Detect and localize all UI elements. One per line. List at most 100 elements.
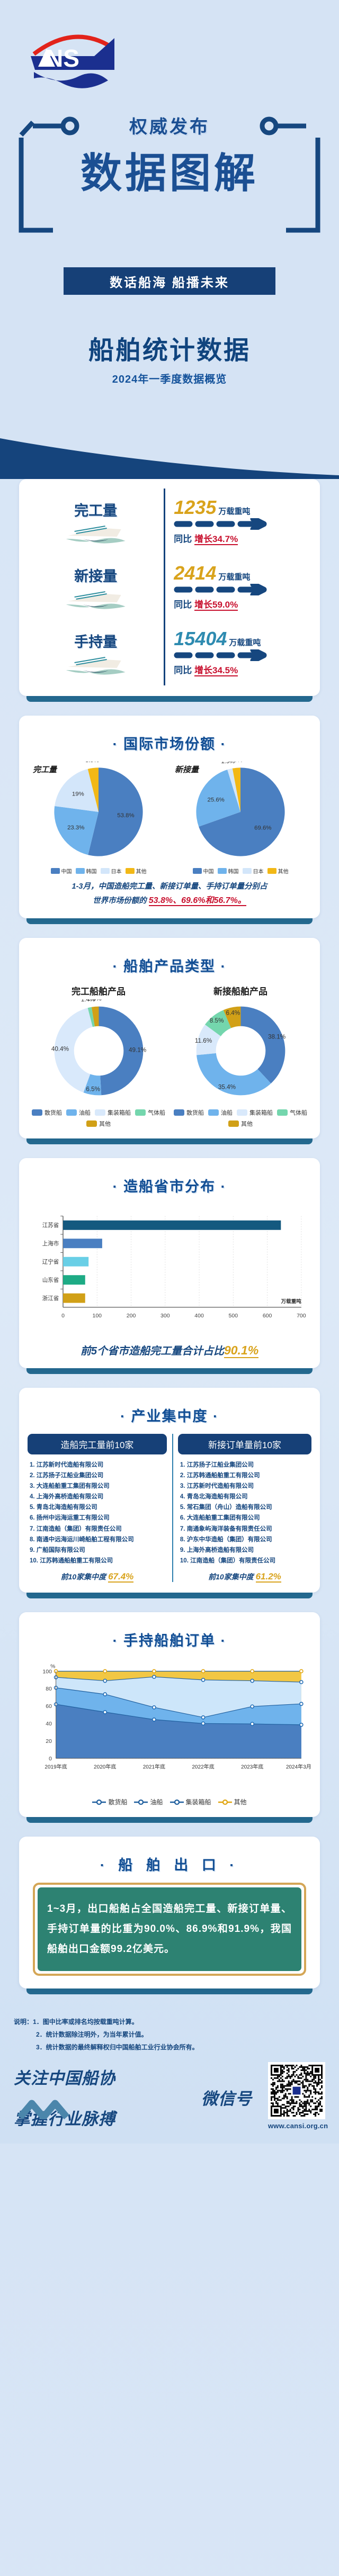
concentration-section: · 产业集中度 · 造船完工量前10家 江苏新时代造船有限公司 江苏扬子江船业集团… bbox=[0, 1387, 339, 1599]
svg-text:2.9%: 2.9% bbox=[229, 762, 243, 763]
donut-chart-completed: 完工船舶产品 49.1%6.5%40.4%1.4%2.6% 散货船油船集装箱船气… bbox=[28, 984, 170, 1128]
pie-title: 新接量 bbox=[175, 765, 199, 774]
company-list-item: 江苏新时代造船有限公司 bbox=[186, 1483, 254, 1490]
donut-chart-new: 新接船舶产品 38.1% 35.4% 11.6% 8.5% 6.4% 散货船 油船 集装箱船… bbox=[170, 984, 311, 1128]
card-footer-bar bbox=[26, 918, 313, 924]
footer-notes: 说明：1．图中比率或排名均按载重吨计算。 2．统计数据除注明外，为当年累计值。 … bbox=[0, 2008, 339, 2054]
metric-unit: 万载重吨 bbox=[229, 638, 261, 647]
section-title: · 国际市场份额 · bbox=[112, 736, 227, 752]
export-callout: 1~3月，出口船舶占全国造船完工量、新接订单量、手持订单量的比重为90.0%、8… bbox=[33, 1883, 306, 1976]
legend-label: 集装箱船 bbox=[185, 1798, 211, 1806]
legend-swatch bbox=[125, 868, 135, 874]
market-share-note: 1-3月，中国造船完工量、新接订单量、手持订单量分别占 世界市场份额的 53.8… bbox=[72, 882, 267, 906]
legend-label: 中国 bbox=[61, 869, 72, 875]
legend-swatch bbox=[32, 1109, 42, 1116]
legend-swatch bbox=[50, 868, 60, 874]
legend-label: 其他 bbox=[99, 1120, 111, 1127]
svg-text:3.9%: 3.9% bbox=[85, 762, 99, 764]
legend-label: 散货船 bbox=[186, 1109, 204, 1116]
company-list-item: 南通中远海运川崎船舶工程有限公司 bbox=[36, 1536, 134, 1543]
legend-swatch bbox=[237, 1109, 247, 1116]
metric-value-block-2: 15404 万载重吨 同比 增长34.5% bbox=[174, 620, 311, 685]
legend-swatch bbox=[95, 1109, 105, 1116]
svg-text:20: 20 bbox=[46, 1738, 52, 1745]
legend-marker-icon bbox=[134, 1799, 148, 1805]
hero-date-line: 2024年一季度数据概览 bbox=[112, 374, 227, 385]
qr-code-svg bbox=[271, 2065, 323, 2117]
svg-text:80: 80 bbox=[46, 1686, 52, 1692]
export-section: · 船 舶 出 口 · 1~3月，出口船舶占全国造船完工量、新接订单量、手持订单… bbox=[0, 1837, 339, 1995]
legend-marker-icon bbox=[170, 1799, 184, 1805]
metric-illustration-1: 新接量 bbox=[28, 554, 164, 620]
legend-item: 集装箱船 bbox=[170, 1797, 211, 1806]
company-list-item: 大连船舶重工集团有限公司 bbox=[186, 1515, 260, 1522]
infographic-page: NS 权威发布 数据图解 数话船海 船播未来 船舶统计数据 2024年一季度数据… bbox=[0, 0, 339, 2144]
svg-text:100: 100 bbox=[42, 1668, 52, 1675]
province-section: · 造船省市分布 · 0 100 200 300 400 500 600 700 江苏省 上海市辽… bbox=[0, 1158, 339, 1374]
right-concentration-total: 前10家集中度 61.2% bbox=[208, 1571, 281, 1583]
svg-text:0: 0 bbox=[49, 1756, 52, 1762]
svg-text:2020年底: 2020年底 bbox=[94, 1763, 116, 1770]
card-footer-bar bbox=[26, 1138, 313, 1144]
metric-value-block-0: 1235 万载重吨 同比 增长34.7% bbox=[174, 489, 311, 554]
bar-chart-svg: 0 100 200 300 400 500 600 700 江苏省上海市辽宁省山东省浙江省万载重… bbox=[42, 1215, 306, 1319]
card-footer-bar bbox=[26, 1817, 313, 1823]
legend-item: 中国 bbox=[50, 867, 72, 875]
legend-label: 中国 bbox=[203, 869, 214, 875]
arrow-right-icon bbox=[174, 518, 267, 530]
svg-text:500: 500 bbox=[229, 1313, 238, 1319]
legend-swatch bbox=[135, 1109, 146, 1116]
metric-yoy: 同比 增长59.0% bbox=[174, 600, 238, 611]
metric-unit: 万载重吨 bbox=[218, 573, 251, 582]
product-type-section: · 船舶产品类型 · 完工船舶产品 49.1%6.5%40.4%1.4%2.6%… bbox=[0, 937, 339, 1144]
company-list-item: 江南造船（集团）有限责任公司 bbox=[190, 1557, 276, 1564]
metric-value: 15404 bbox=[174, 628, 227, 649]
neworder-top10-list: 江苏扬子江船业集团公司 江苏韩通船舶重工有限公司 江苏新时代造船有限公司 青岛北海造船… bbox=[178, 1460, 311, 1566]
metric-value: 1235 bbox=[174, 496, 217, 518]
website-url[interactable]: www.cansi.org.cn bbox=[268, 2122, 328, 2130]
donut-legend: 散货船 油船 集装箱船 气体船 其他 bbox=[170, 1108, 311, 1128]
legend-item: 其他 bbox=[218, 1797, 247, 1806]
hero-kicker: 权威发布 bbox=[129, 117, 210, 137]
arrow-right-icon bbox=[174, 584, 267, 595]
decorative-bracket bbox=[19, 116, 320, 233]
legend-item: 气体船 bbox=[277, 1108, 307, 1117]
company-list-item: 沪东中华造船（集团）有限公司 bbox=[186, 1536, 272, 1543]
legend-swatch bbox=[66, 1109, 77, 1116]
arrow-right-icon bbox=[174, 649, 267, 661]
svg-text:上海市: 上海市 bbox=[42, 1240, 59, 1247]
export-text: 1~3月，出口船舶占全国造船完工量、新接订单量、手持订单量的比重为90.0%、8… bbox=[38, 1887, 301, 1972]
legend-label: 韩国 bbox=[86, 869, 97, 875]
donut-title: 新接船舶产品 bbox=[213, 986, 267, 997]
section-title: · 船 舶 出 口 · bbox=[100, 1857, 239, 1874]
donut-legend: 散货船 油船 集装箱船 气体船 其他 bbox=[28, 1108, 170, 1128]
svg-text:11.6%: 11.6% bbox=[194, 1037, 211, 1044]
svg-text:600: 600 bbox=[263, 1313, 272, 1319]
market-share-section: · 国际市场份额 · 完工量 53.8% 23.3% 19% 3.9% 中国 韩国 日本 其… bbox=[0, 716, 339, 924]
svg-text:2024年3月底: 2024年3月底 bbox=[286, 1763, 311, 1770]
svg-text:江苏省: 江苏省 bbox=[42, 1222, 59, 1228]
hero-ribbon: 数话船海 船播未来 bbox=[64, 267, 275, 295]
legend-item: 集装箱船 bbox=[95, 1108, 131, 1117]
qr-code-block[interactable]: www.cansi.org.cn bbox=[268, 2062, 328, 2130]
qr-code-image bbox=[268, 2062, 325, 2120]
svg-text:万载重吨: 万载重吨 bbox=[281, 1298, 302, 1305]
company-list-item: 江苏扬子江船业集团公司 bbox=[186, 1461, 254, 1468]
legend-label: 其他 bbox=[241, 1120, 253, 1127]
svg-text:53.8%: 53.8% bbox=[117, 812, 134, 819]
svg-text:400: 400 bbox=[194, 1313, 204, 1319]
legend-item: 其他 bbox=[228, 1119, 253, 1128]
legend-swatch bbox=[267, 868, 276, 874]
ship-icon bbox=[66, 591, 126, 609]
legend-label: 散货船 bbox=[108, 1798, 128, 1806]
legend-item: 气体船 bbox=[135, 1108, 165, 1117]
svg-text:8.5%: 8.5% bbox=[209, 1017, 224, 1024]
area-chart-svg: 0 20 40 60 80 100% 2019年底 2020年底 2021年底 2022年底 202… bbox=[42, 1664, 316, 1770]
metric-illustration-2: 手持量 bbox=[28, 620, 164, 685]
left-concentration-total: 前10家集中度 67.4% bbox=[60, 1571, 134, 1583]
legend-swatch bbox=[100, 868, 110, 874]
legend-label: 气体船 bbox=[148, 1109, 165, 1116]
footer-note-0: 说明：1．图中比率或排名均按载重吨计算。 bbox=[14, 2018, 138, 2026]
legend-swatch bbox=[75, 868, 85, 874]
